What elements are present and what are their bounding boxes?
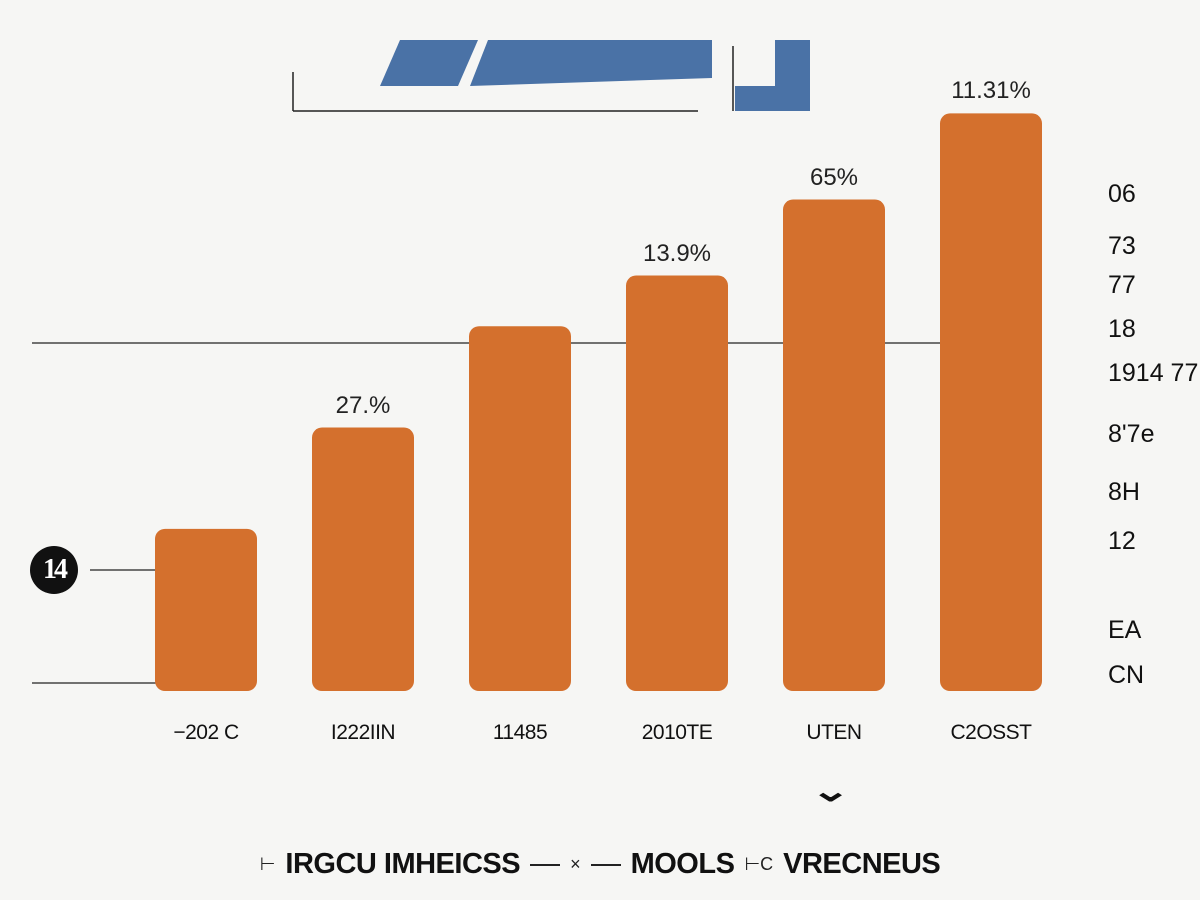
x-tick-label: 2010TE xyxy=(641,721,713,744)
right-axis-label: 77 xyxy=(1108,271,1136,299)
x-tick-label: 11485 xyxy=(492,721,548,744)
logo-shape-left xyxy=(380,40,478,86)
right-axis-label: 8H xyxy=(1108,478,1140,506)
bar xyxy=(940,113,1042,691)
bar xyxy=(312,427,414,691)
data-label: 11.31% xyxy=(951,77,1031,105)
brand-logo xyxy=(292,40,810,112)
right-axis-label: 06 xyxy=(1108,180,1136,208)
bar xyxy=(626,275,728,691)
data-label: 13.9% xyxy=(642,239,712,267)
x-tick-label: C2OSST xyxy=(950,721,1032,744)
legend-dash xyxy=(590,863,621,866)
logo-shape-mid xyxy=(470,40,712,86)
right-axis-label: CN xyxy=(1108,661,1145,689)
right-axis-label: 12 xyxy=(1108,527,1136,555)
logo-shape-right xyxy=(735,40,810,111)
x-tick-label: −202 C xyxy=(173,721,239,744)
legend-item: MOOLS xyxy=(630,848,735,880)
legend-dash xyxy=(530,863,561,866)
legend: ⊢ IRGCU IMHEICSS × MOOLS ⊢C VRECNEUS xyxy=(0,848,1200,881)
right-axis-label: 8'7e xyxy=(1108,420,1155,448)
legend-symbol: ⊢C xyxy=(744,854,774,874)
bar xyxy=(469,326,571,691)
right-axis-label: 1914 77 xyxy=(1108,359,1199,387)
legend-item: IRGCU IMHEICSS xyxy=(285,848,521,880)
right-axis-label: 18 xyxy=(1108,315,1136,343)
data-label: 27.% xyxy=(335,391,391,419)
right-axis-label: 73 xyxy=(1108,232,1136,260)
legend-symbol: × xyxy=(570,854,581,874)
legend-symbol: ⊢ xyxy=(259,854,276,874)
x-tick-label: I222IIN xyxy=(330,721,396,744)
right-axis-label: EA xyxy=(1108,616,1142,644)
data-label: 65% xyxy=(809,163,859,191)
bar xyxy=(783,199,885,692)
x-tick-label: UTEN xyxy=(806,721,862,744)
bar xyxy=(155,528,257,691)
value-badge: 14 xyxy=(30,546,78,594)
legend-item: VRECNEUS xyxy=(783,848,941,880)
chevron-down-icon[interactable]: ⌄ xyxy=(810,775,851,808)
